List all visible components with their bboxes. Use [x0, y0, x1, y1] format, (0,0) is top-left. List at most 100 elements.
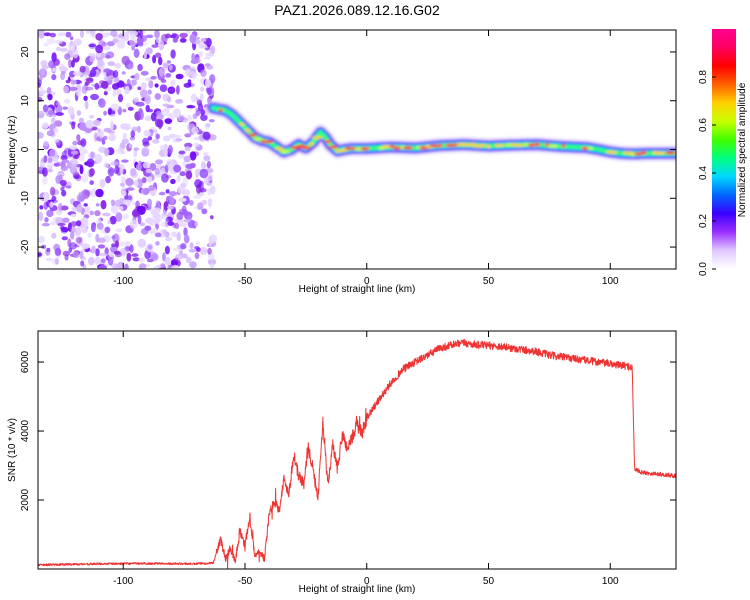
spectrogram-x-tick-label: 100: [602, 276, 619, 287]
noise-speckle: [51, 67, 57, 72]
noise-speckle: [42, 122, 49, 129]
noise-speckle: [83, 203, 88, 207]
noise-speckle: [175, 138, 183, 142]
noise-speckle: [188, 248, 197, 253]
noise-speckle: [84, 100, 89, 110]
noise-speckle: [141, 147, 150, 155]
noise-speckle: [65, 31, 72, 38]
noise-speckle: [84, 210, 90, 215]
noise-speckle: [62, 217, 70, 223]
noise-speckle: [91, 245, 96, 254]
snr-x-tick-label: -100: [113, 576, 133, 587]
ridge-band: [211, 106, 676, 156]
noise-speckle: [82, 219, 88, 230]
ridge-hotspot: [263, 140, 274, 144]
ridge-hotspot: [381, 144, 392, 149]
noise-speckle: [49, 186, 56, 196]
noise-speckle: [68, 59, 73, 69]
noise-speckle: [45, 248, 51, 256]
noise-speckle: [60, 48, 68, 52]
noise-speckle: [137, 214, 142, 225]
noise-speckle: [95, 248, 100, 257]
noise-speckle: [173, 164, 182, 173]
noise-speckle: [185, 170, 193, 180]
noise-speckle: [89, 69, 97, 77]
noise-speckle: [209, 262, 215, 269]
noise-speckle: [145, 47, 153, 55]
noise-speckle: [139, 89, 148, 98]
colorbar-tick-label: 0.2: [698, 214, 709, 228]
noise-speckle: [76, 193, 85, 203]
noise-speckle: [89, 210, 94, 216]
noise-speckle: [97, 244, 106, 249]
noise-speckle: [76, 134, 81, 142]
noise-speckle: [140, 82, 147, 90]
noise-speckle: [51, 232, 57, 239]
noise-speckle: [170, 49, 176, 59]
noise-speckle: [44, 217, 49, 223]
colorbar: 0.0 0.2 0.4 0.6 0.8 Normalized spectral ampl…: [698, 29, 748, 276]
noise-speckle: [200, 161, 206, 169]
noise-speckle: [184, 133, 192, 138]
noise-speckle: [102, 212, 111, 217]
noise-speckle: [78, 154, 85, 162]
snr-series-line: [38, 338, 676, 569]
noise-speckle: [60, 165, 69, 172]
noise-speckle: [76, 220, 82, 227]
noise-speckle: [72, 251, 80, 259]
noise-speckle: [38, 211, 44, 222]
noise-speckle: [131, 253, 139, 257]
ridge-hotspot: [587, 146, 593, 150]
noise-speckle: [121, 71, 126, 75]
noise-speckle: [95, 44, 103, 54]
noise-speckle: [114, 79, 120, 83]
noise-speckle: [131, 126, 138, 132]
noise-speckle: [107, 61, 115, 67]
noise-speckle: [110, 103, 120, 112]
noise-speckle: [137, 42, 144, 47]
noise-speckle: [46, 159, 54, 170]
noise-speckle: [111, 83, 120, 90]
noise-speckle: [105, 175, 111, 184]
noise-speckle: [163, 201, 169, 211]
noise-speckle: [178, 150, 186, 155]
noise-speckle: [103, 162, 109, 168]
noise-speckle: [183, 119, 188, 123]
noise-speckle: [90, 222, 96, 233]
noise-speckle: [71, 121, 76, 130]
noise-speckle: [200, 69, 207, 77]
noise-speckle: [51, 52, 57, 63]
ridge-hotspot: [605, 150, 618, 154]
noise-speckle: [145, 34, 154, 39]
noise-speckle: [168, 191, 178, 197]
ridge-hotspot: [640, 151, 648, 155]
noise-speckle: [90, 151, 95, 159]
noise-speckle: [206, 168, 214, 174]
noise-speckle: [203, 155, 211, 162]
colorbar-label: Normalized spectral amplitude: [737, 82, 748, 217]
noise-speckle: [163, 107, 170, 113]
noise-speckle: [193, 142, 200, 148]
figure-title: PAZ1.2026.089.12.16.G02: [274, 2, 440, 18]
ridge-hotspot: [665, 151, 676, 155]
noise-speckle: [125, 187, 135, 191]
noise-speckle: [167, 144, 173, 155]
noise-speckle: [170, 34, 176, 39]
noise-speckle: [80, 260, 85, 267]
spectrogram-y-tick-label: -20: [20, 239, 31, 254]
noise-speckle: [43, 192, 50, 202]
noise-speckle: [100, 200, 107, 210]
noise-speckle: [46, 37, 56, 45]
noise-speckle: [194, 57, 201, 64]
colorbar-tick-label: 0.4: [698, 166, 709, 180]
noise-speckle: [89, 56, 95, 63]
noise-speckle: [42, 175, 48, 185]
noise-speckle: [122, 108, 127, 113]
noise-speckle: [156, 200, 161, 207]
noise-speckle: [81, 85, 88, 94]
noise-speckle: [178, 197, 187, 202]
noise-speckle: [43, 32, 51, 37]
noise-speckle: [154, 167, 160, 176]
ridge-hotspot: [324, 139, 332, 144]
noise-speckle: [120, 141, 126, 149]
